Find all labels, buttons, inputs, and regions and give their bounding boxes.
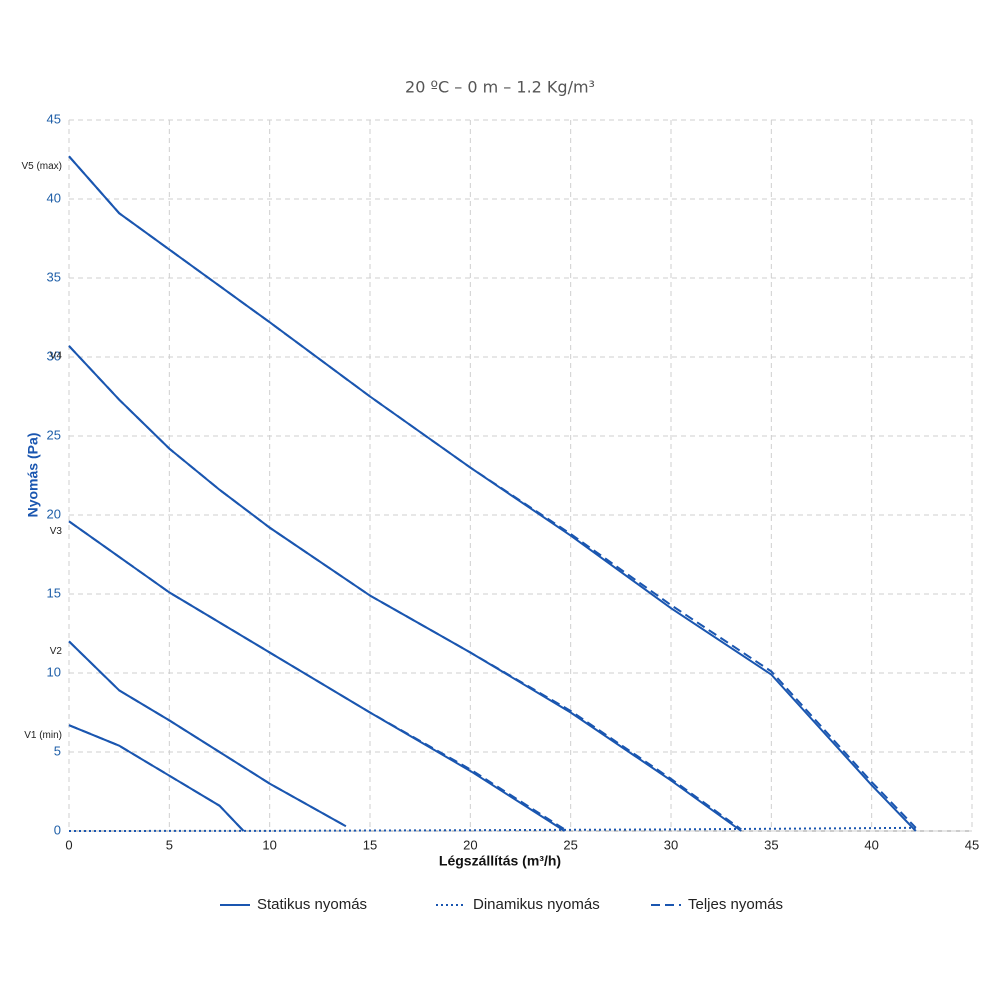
curve-label: V2 [50,646,63,657]
static-pressure-line [68,155,917,832]
y-tick-label: 30 [47,348,61,363]
static-pressure-line [68,724,245,832]
y-tick-label: 35 [47,269,61,284]
x-tick-label: 35 [764,837,778,852]
x-tick-label: 0 [65,837,72,852]
x-tick-label: 10 [262,837,276,852]
y-tick-label: 25 [47,427,61,442]
total-pressure-line [68,724,245,832]
curve-label: V5 (max) [21,161,62,172]
y-tick-label: 0 [54,822,61,837]
y-tick-label: 45 [47,111,61,126]
legend-label: Dinamikus nyomás [473,896,600,913]
static-pressure-line [68,640,347,828]
curve-label: V3 [50,526,63,537]
static-pressure-line [68,520,566,832]
legend-label: Statikus nyomás [257,896,367,913]
curve-label: V1 (min) [24,730,62,741]
legend-label: Teljes nyomás [688,896,783,913]
x-axis-label: Légszállítás (m³/h) [439,853,561,869]
static-pressure-line [68,345,742,832]
x-tick-label: 30 [664,837,678,852]
x-tick-label: 45 [965,837,979,852]
x-tick-label: 5 [166,837,173,852]
y-tick-label: 15 [47,585,61,600]
x-tick-label: 20 [463,837,477,852]
x-tick-label: 40 [864,837,878,852]
total-pressure-line [68,345,742,831]
total-pressure-line [68,155,917,829]
y-tick-label: 5 [54,743,61,758]
dynamic-pressure-line [68,826,916,832]
x-tick-label: 15 [363,837,377,852]
y-axis-label: Nyomás (Pa) [25,433,41,518]
y-tick-label: 10 [47,664,61,679]
y-tick-label: 20 [47,506,61,521]
x-tick-label: 25 [563,837,577,852]
curve-label: V4 [50,351,63,362]
y-tick-label: 40 [47,190,61,205]
chart-title: 20 ºC – 0 m – 1.2 Kg/m³ [405,78,595,97]
